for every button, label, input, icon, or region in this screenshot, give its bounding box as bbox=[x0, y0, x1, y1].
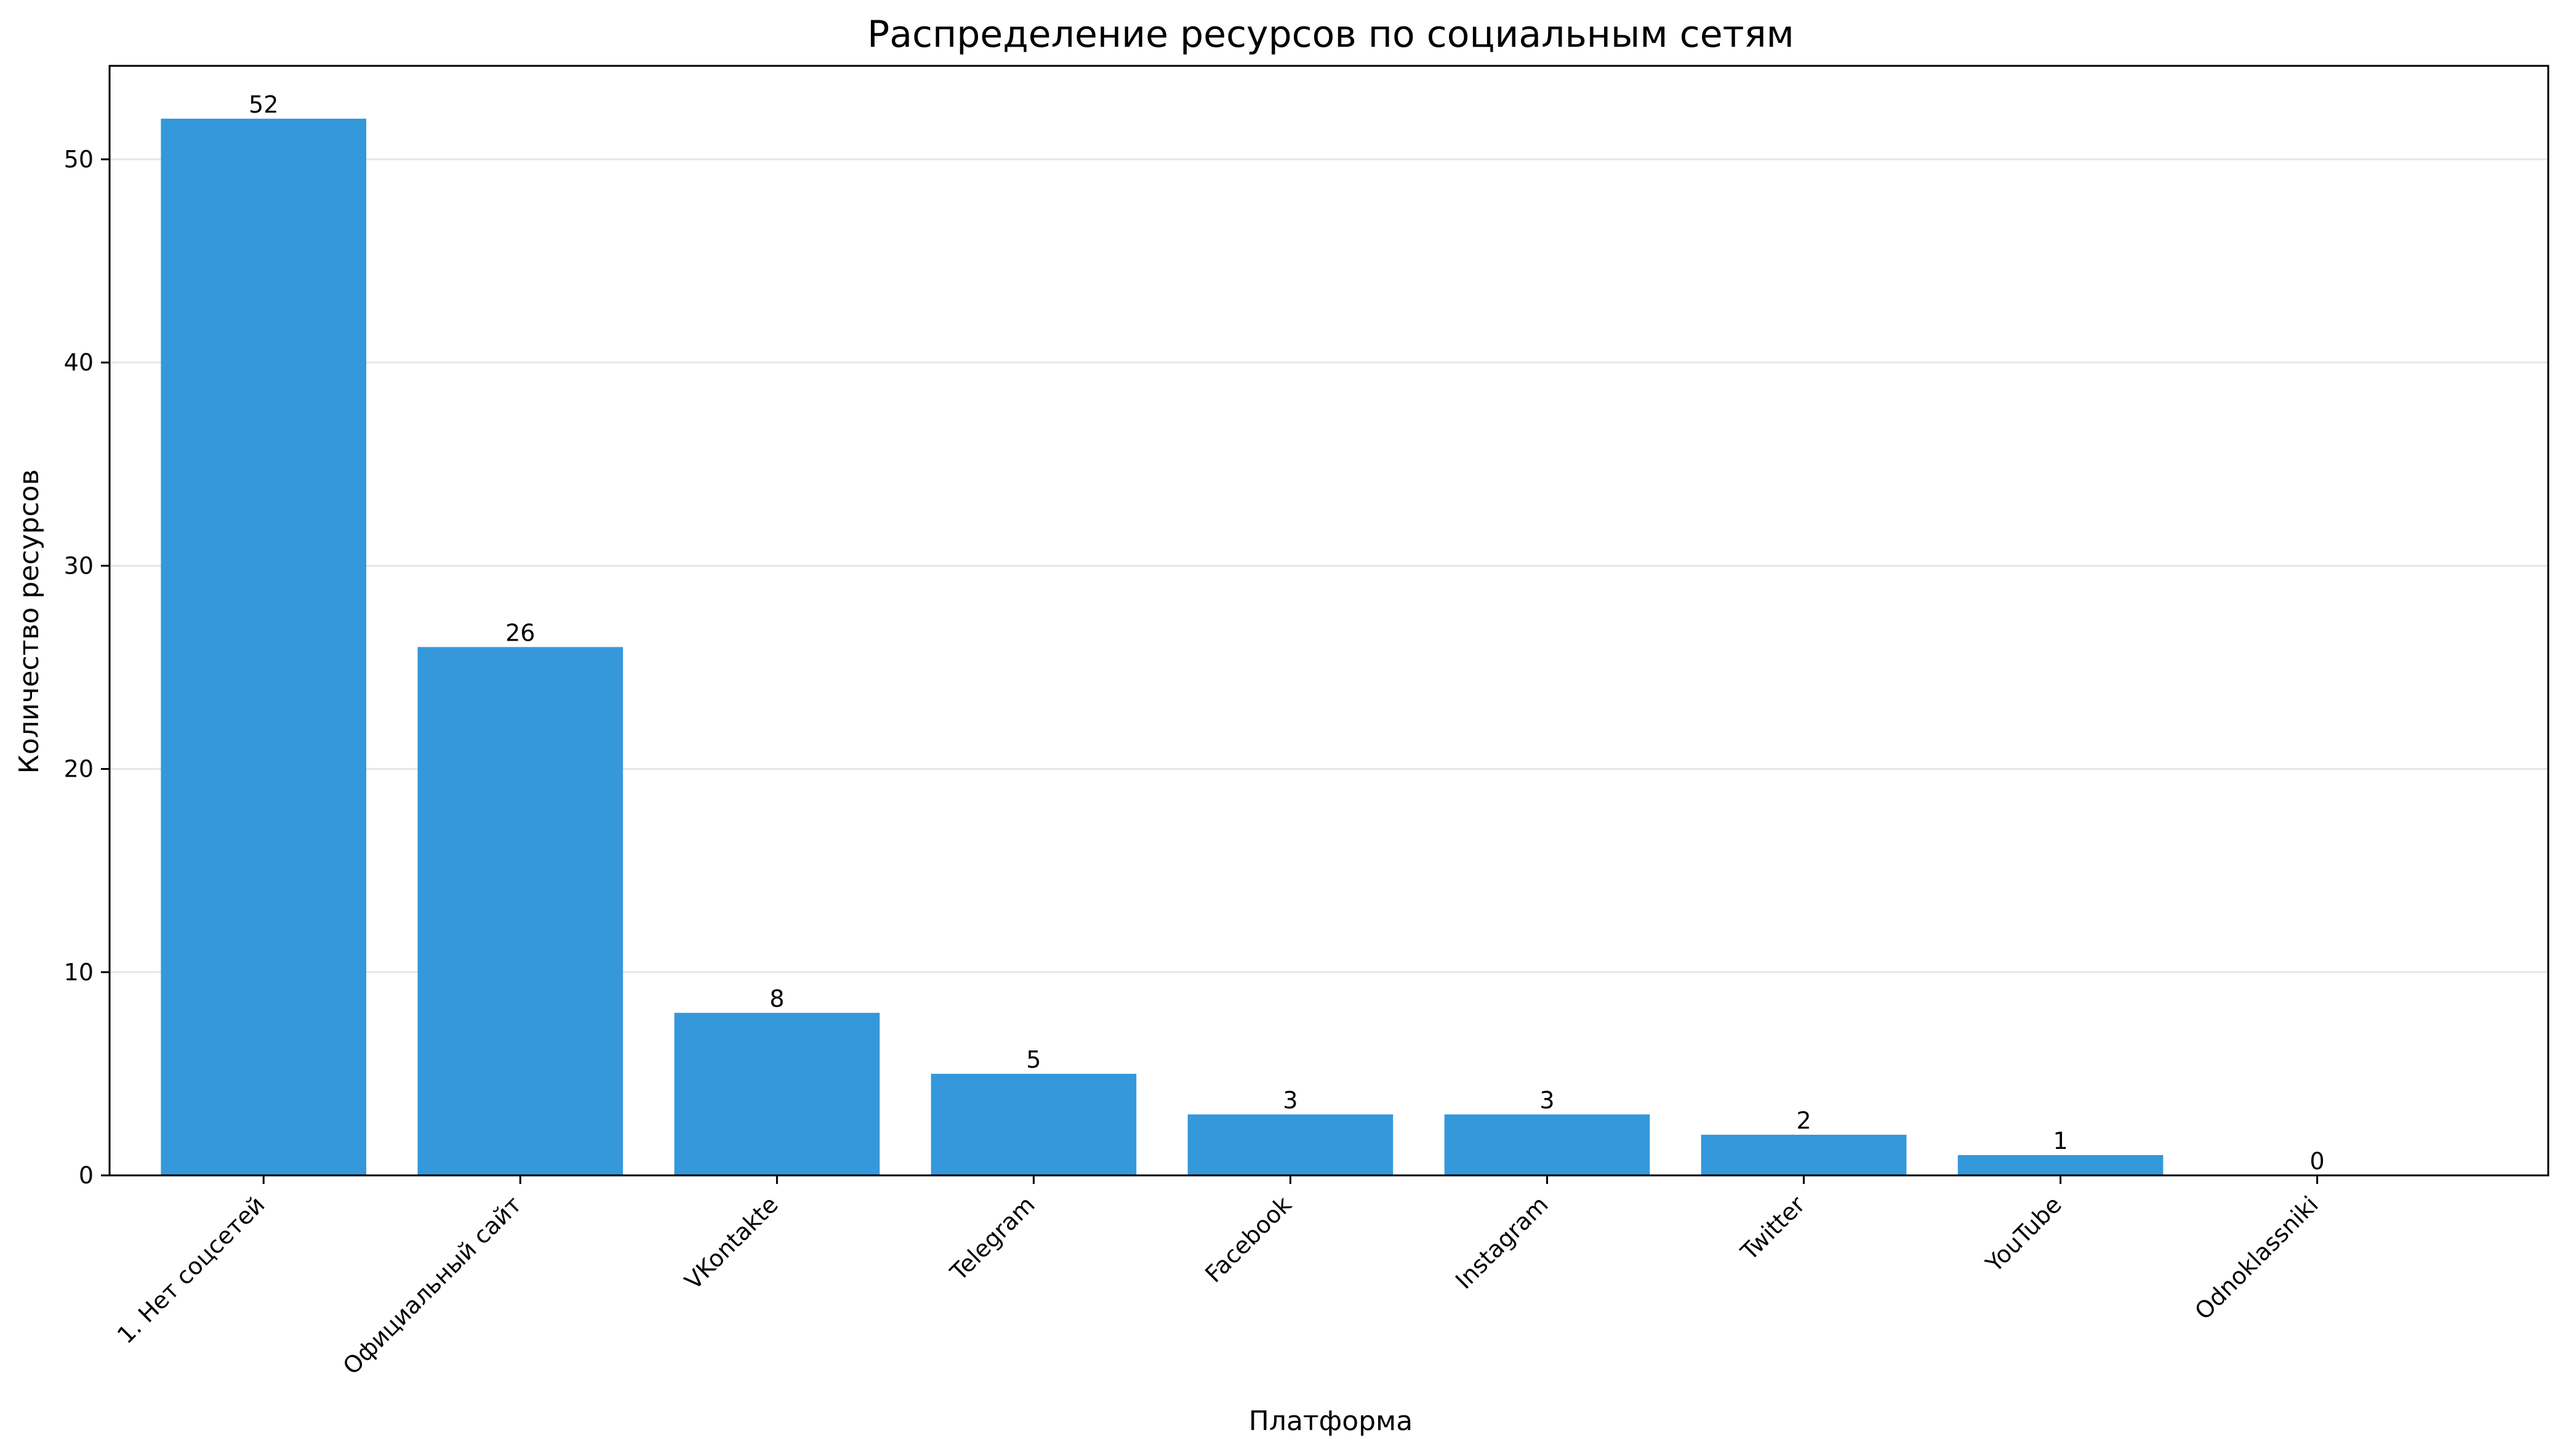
bar bbox=[161, 118, 367, 1175]
plot-frame bbox=[108, 65, 2549, 1177]
y-tick-label: 20 bbox=[64, 756, 94, 783]
bar-value-label: 3 bbox=[1283, 1087, 1298, 1114]
bar bbox=[417, 647, 624, 1175]
bar-value-label: 2 bbox=[1796, 1107, 1811, 1134]
plot-frame-rect bbox=[108, 65, 2549, 1177]
y-tick-label: 10 bbox=[64, 959, 94, 986]
bar-value-label: 26 bbox=[505, 619, 535, 646]
bars bbox=[161, 118, 2164, 1175]
bar bbox=[1701, 1134, 1907, 1175]
bar bbox=[1957, 1154, 2164, 1175]
chart-title: Распределение ресурсов по социальным сет… bbox=[867, 13, 1794, 56]
x-axis-label: Платформа bbox=[1249, 1406, 1413, 1437]
bar bbox=[1444, 1114, 1650, 1175]
bar-value-label: 1 bbox=[2053, 1127, 2068, 1154]
ticks bbox=[101, 158, 2319, 1184]
bar bbox=[931, 1073, 1137, 1175]
bar bbox=[674, 1012, 880, 1175]
bar-value-label: 3 bbox=[1539, 1087, 1554, 1114]
bar-value-label: 8 bbox=[769, 985, 784, 1012]
bar bbox=[1187, 1114, 1394, 1175]
bar-value-label: 52 bbox=[249, 91, 278, 118]
y-tick-label: 0 bbox=[79, 1162, 94, 1189]
y-tick-label: 40 bbox=[64, 349, 94, 376]
y-tick-label: 50 bbox=[64, 146, 94, 173]
bar-value-label: 5 bbox=[1026, 1046, 1041, 1073]
bar-value-label: 0 bbox=[2310, 1148, 2325, 1175]
y-axis-label: Количество ресурсов bbox=[14, 470, 45, 774]
y-tick-label: 30 bbox=[64, 552, 94, 579]
